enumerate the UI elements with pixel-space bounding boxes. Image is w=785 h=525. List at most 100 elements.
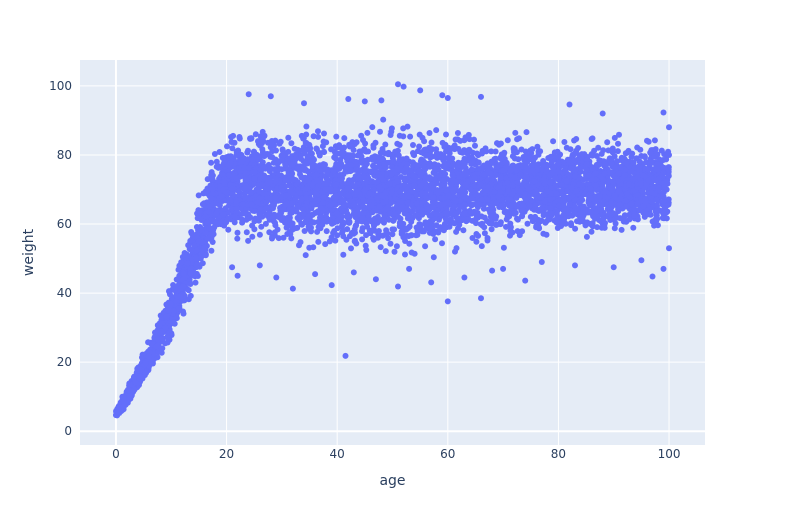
data-point [285,182,292,189]
data-point [497,189,504,195]
data-point [540,176,547,183]
data-point [516,232,523,239]
data-point [630,159,637,166]
data-point [416,143,423,150]
data-point [433,127,440,134]
data-point [266,210,273,216]
data-point [424,205,431,212]
data-point [376,203,383,210]
data-point [286,222,293,229]
data-point [478,243,485,250]
data-point [339,229,346,236]
data-point [409,172,416,179]
data-point [430,230,437,237]
data-point [466,147,473,154]
data-point [451,203,458,210]
data-point [504,179,511,186]
data-point [208,247,215,254]
data-point [262,185,269,192]
data-point [488,226,495,233]
data-point [439,240,445,247]
data-point [413,200,420,207]
data-point [401,177,408,184]
data-point [577,216,584,223]
data-point [218,193,225,200]
data-point [213,200,219,207]
data-point [187,270,194,277]
data-point [473,220,479,227]
data-point [345,192,352,199]
data-point [184,260,191,267]
data-point [353,139,360,146]
data-point [313,171,320,178]
data-point [333,181,340,188]
data-point [547,204,554,211]
data-point [355,205,361,212]
data-point [381,211,388,218]
data-point [473,238,480,245]
data-point [468,186,474,193]
data-point [262,220,269,227]
data-point [370,144,377,151]
data-point [450,190,457,197]
data-point [616,201,623,208]
data-point [315,238,322,245]
data-point [654,161,661,168]
data-point [627,169,634,175]
data-point [243,216,250,223]
data-point [411,250,418,257]
data-point [571,210,578,217]
data-point [571,173,578,180]
data-point [504,137,511,144]
data-point [500,167,506,174]
data-point [514,136,521,143]
data-point [444,162,451,169]
data-point [348,245,354,252]
data-point [520,203,527,210]
data-point [468,202,475,209]
data-point [234,235,241,242]
data-point [248,189,254,196]
data-point [369,227,376,234]
data-point [351,184,358,191]
data-point [364,129,371,136]
data-point [526,203,533,209]
data-point [273,147,279,154]
data-point [396,142,403,148]
data-point [481,171,487,178]
data-point [445,199,452,206]
data-point [338,213,345,220]
data-point [245,147,251,154]
data-point [311,156,317,163]
data-point [631,212,638,219]
data-point [469,235,476,241]
data-point [600,176,607,183]
data-point [242,185,249,192]
data-point [552,182,559,189]
data-point [252,131,259,138]
data-point [593,208,600,215]
data-point [560,159,567,166]
data-point [498,174,505,181]
data-point [202,252,209,259]
data-point [514,215,520,222]
data-point [259,146,266,153]
data-point [607,217,614,223]
data-point [615,140,621,147]
data-point [301,228,308,234]
data-point [428,139,435,146]
data-point [614,148,621,155]
data-point [638,188,645,195]
data-point [131,373,138,380]
data-point [527,213,534,220]
data-point [407,133,414,140]
data-point [433,211,440,218]
data-point [514,179,521,186]
data-point [362,242,369,249]
data-point [475,159,482,166]
data-point [336,142,343,149]
data-point [456,221,463,228]
data-point [410,151,417,158]
data-point [563,144,570,151]
data-point [382,141,389,148]
